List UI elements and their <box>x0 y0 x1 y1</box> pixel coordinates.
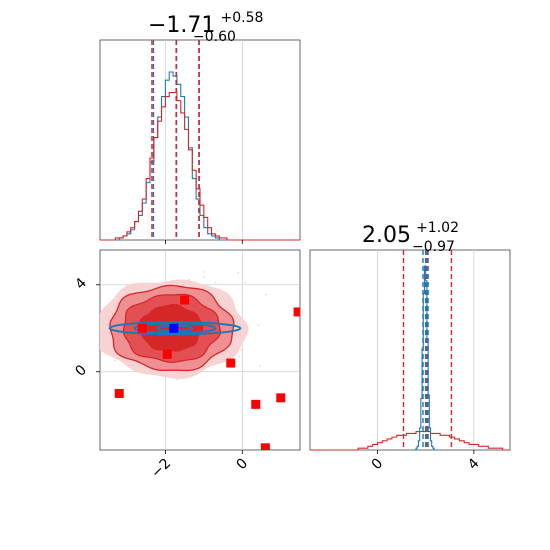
histogram-step-series-0 <box>100 71 300 241</box>
sample-point <box>320 318 322 320</box>
tick-label-y-0: 0 <box>72 362 90 380</box>
sample-point <box>264 293 267 296</box>
histogram-step-series-0 <box>413 265 439 451</box>
title-param2-plus: +1.02 <box>416 220 459 236</box>
red-marker-6 <box>276 393 286 403</box>
tick-label-y-1: 4 <box>72 275 90 293</box>
panel-param1-histogram: −1.71 +0.58 −0.60 <box>99 7 301 244</box>
red-marker-8 <box>260 443 270 450</box>
sample-point <box>114 359 117 362</box>
title-param1-minus: −0.60 <box>193 29 236 45</box>
panel-param1-histograms <box>100 40 300 241</box>
sample-point <box>240 349 243 351</box>
red-marker-4 <box>114 388 124 398</box>
sample-point <box>237 271 240 274</box>
panel-param2-grid <box>377 250 475 450</box>
sample-point <box>202 271 205 273</box>
panel-joint-content <box>84 245 322 450</box>
red-marker-2 <box>226 358 236 368</box>
sample-point <box>98 365 100 367</box>
tick-label-x-1: 0 <box>234 456 252 474</box>
title-param2-minus: −0.97 <box>412 239 455 255</box>
red-marker-0 <box>180 295 190 305</box>
blue-contour-level-2 <box>108 321 242 336</box>
histogram-step-series-1 <box>310 431 510 451</box>
panel-param1-ticks <box>164 240 243 244</box>
red-marker-1 <box>162 349 172 359</box>
sample-point <box>150 245 152 247</box>
title-param2: 2.05 +1.02 −0.97 <box>362 217 464 255</box>
tick-label-x-0: −2 <box>148 456 174 482</box>
blue-marker <box>169 323 179 333</box>
title-param1-plus: +0.58 <box>221 10 264 26</box>
title-param1: −1.71 +0.58 −0.60 <box>148 7 269 45</box>
sample-point <box>203 276 205 278</box>
title-param1-median: −1.71 <box>148 13 215 38</box>
red-marker-3 <box>137 323 147 333</box>
sample-point <box>244 281 247 284</box>
tick-label-x-0: 0 <box>369 456 387 474</box>
sample-point <box>238 355 241 358</box>
blue-contour-level-1 <box>133 322 217 335</box>
panel-param2-frame <box>309 249 511 451</box>
panel-param1-grid <box>164 40 243 240</box>
sample-point <box>259 364 262 367</box>
panel-param2-histograms <box>310 250 510 451</box>
sample-point <box>91 255 93 257</box>
red-marker-7 <box>293 307 300 317</box>
sample-point <box>257 324 260 327</box>
panel-joint-scatter: −2 0 0 4 <box>72 245 322 482</box>
sample-point <box>214 281 217 284</box>
sample-point <box>84 318 86 320</box>
panel-param1-frame <box>99 39 301 241</box>
histogram-step-series-1 <box>100 91 300 241</box>
tick-label-x-1: 4 <box>465 455 483 473</box>
title-param2-median: 2.05 <box>362 223 411 248</box>
red-marker-5 <box>251 399 261 409</box>
